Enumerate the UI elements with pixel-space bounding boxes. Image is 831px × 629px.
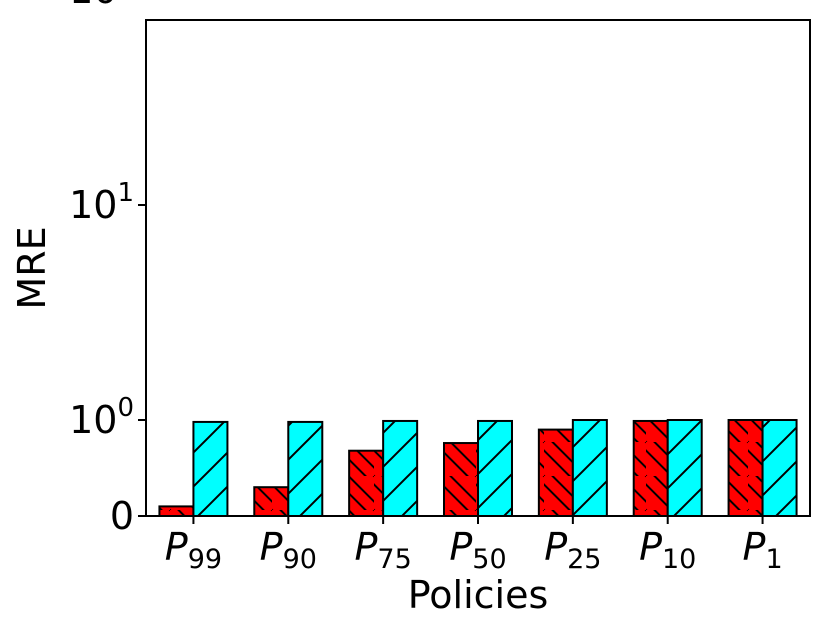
x-tick-label: P75 [355, 525, 412, 575]
x-axis-ticks: P99 P90 P75 P50 P25 P10 P1 [165, 516, 783, 575]
bar-hatch-series2-P75 [382, 419, 419, 517]
x-tick-label: P90 [260, 525, 317, 575]
y-axis-label: MRE [10, 226, 54, 309]
bar-hatch-series2-P50 [477, 419, 513, 517]
y-tick-label: 101 [69, 178, 134, 227]
x-tick-label: P50 [449, 525, 506, 575]
bar-hatch-series1-P75 [348, 449, 385, 517]
bar-hatch-series2-P10 [666, 419, 703, 517]
y-tick-label: 0 [110, 494, 134, 538]
y-tick-label: 100 [69, 393, 134, 442]
bar-hatch-series1-P10 [632, 419, 669, 517]
bar-hatch-series1-P50 [443, 442, 479, 518]
bar-hatch-series1-P1 [727, 419, 764, 517]
x-tick-label: P99 [165, 525, 222, 575]
x-tick-label: P10 [639, 525, 696, 575]
x-tick-label: P1 [743, 525, 783, 575]
bar-hatch-series2-P99 [192, 420, 229, 518]
y-axis-ticks: 0 100 101 102 [69, 0, 146, 538]
bar-hatch-series1-P90 [253, 486, 290, 518]
y-tick-label: 102 [69, 0, 134, 12]
bar-hatch-series2-P25 [571, 419, 608, 517]
bar-hatch-series1-P99 [158, 505, 195, 517]
bar-hatch-series2-P90 [287, 420, 324, 518]
bar-hatch-series2-P1 [761, 419, 798, 517]
bars-layer [158, 419, 798, 518]
x-tick-label: P25 [544, 525, 601, 575]
bar-hatch-series1-P25 [537, 428, 574, 518]
x-axis-label: Policies [408, 573, 549, 617]
